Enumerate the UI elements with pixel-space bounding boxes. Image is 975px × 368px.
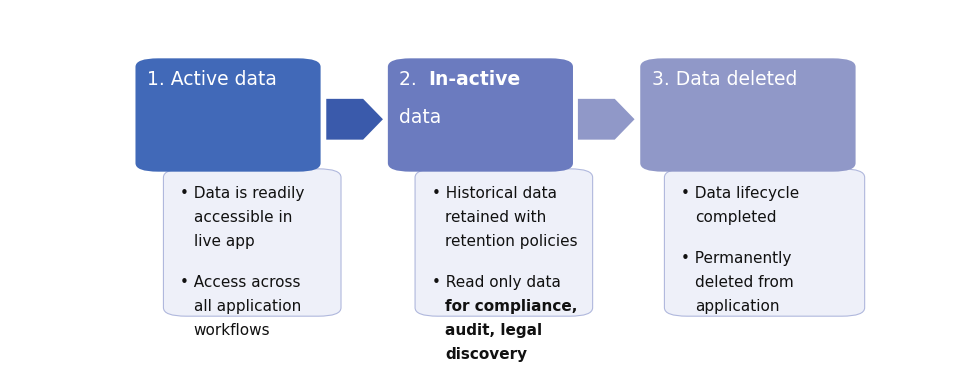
Text: • Historical data: • Historical data xyxy=(432,186,557,201)
FancyBboxPatch shape xyxy=(164,169,341,316)
Text: In-active: In-active xyxy=(428,70,520,89)
Text: data: data xyxy=(399,108,442,127)
Text: completed: completed xyxy=(694,210,776,225)
Text: audit, legal: audit, legal xyxy=(446,323,542,338)
Text: discovery: discovery xyxy=(446,347,527,362)
FancyBboxPatch shape xyxy=(136,59,321,172)
Text: all application: all application xyxy=(194,299,301,314)
Text: • Data is readily: • Data is readily xyxy=(180,186,304,201)
Text: application: application xyxy=(694,299,779,314)
Text: 3. Data deleted: 3. Data deleted xyxy=(651,70,797,89)
Text: deleted from: deleted from xyxy=(694,275,794,290)
Text: 2.: 2. xyxy=(399,70,423,89)
Polygon shape xyxy=(327,99,383,139)
Text: retention policies: retention policies xyxy=(446,234,578,249)
Text: workflows: workflows xyxy=(194,323,270,338)
Polygon shape xyxy=(578,99,635,139)
Text: • Read only data: • Read only data xyxy=(432,275,561,290)
Text: • Access across: • Access across xyxy=(180,275,300,290)
Text: • Permanently: • Permanently xyxy=(681,251,792,266)
FancyBboxPatch shape xyxy=(641,59,856,172)
FancyBboxPatch shape xyxy=(388,59,573,172)
FancyBboxPatch shape xyxy=(415,169,593,316)
Text: for compliance,: for compliance, xyxy=(446,299,577,314)
Text: accessible in: accessible in xyxy=(194,210,292,225)
Text: retained with: retained with xyxy=(446,210,547,225)
Text: live app: live app xyxy=(194,234,254,249)
FancyBboxPatch shape xyxy=(664,169,865,316)
Text: 1. Active data: 1. Active data xyxy=(147,70,277,89)
Text: • Data lifecycle: • Data lifecycle xyxy=(681,186,800,201)
